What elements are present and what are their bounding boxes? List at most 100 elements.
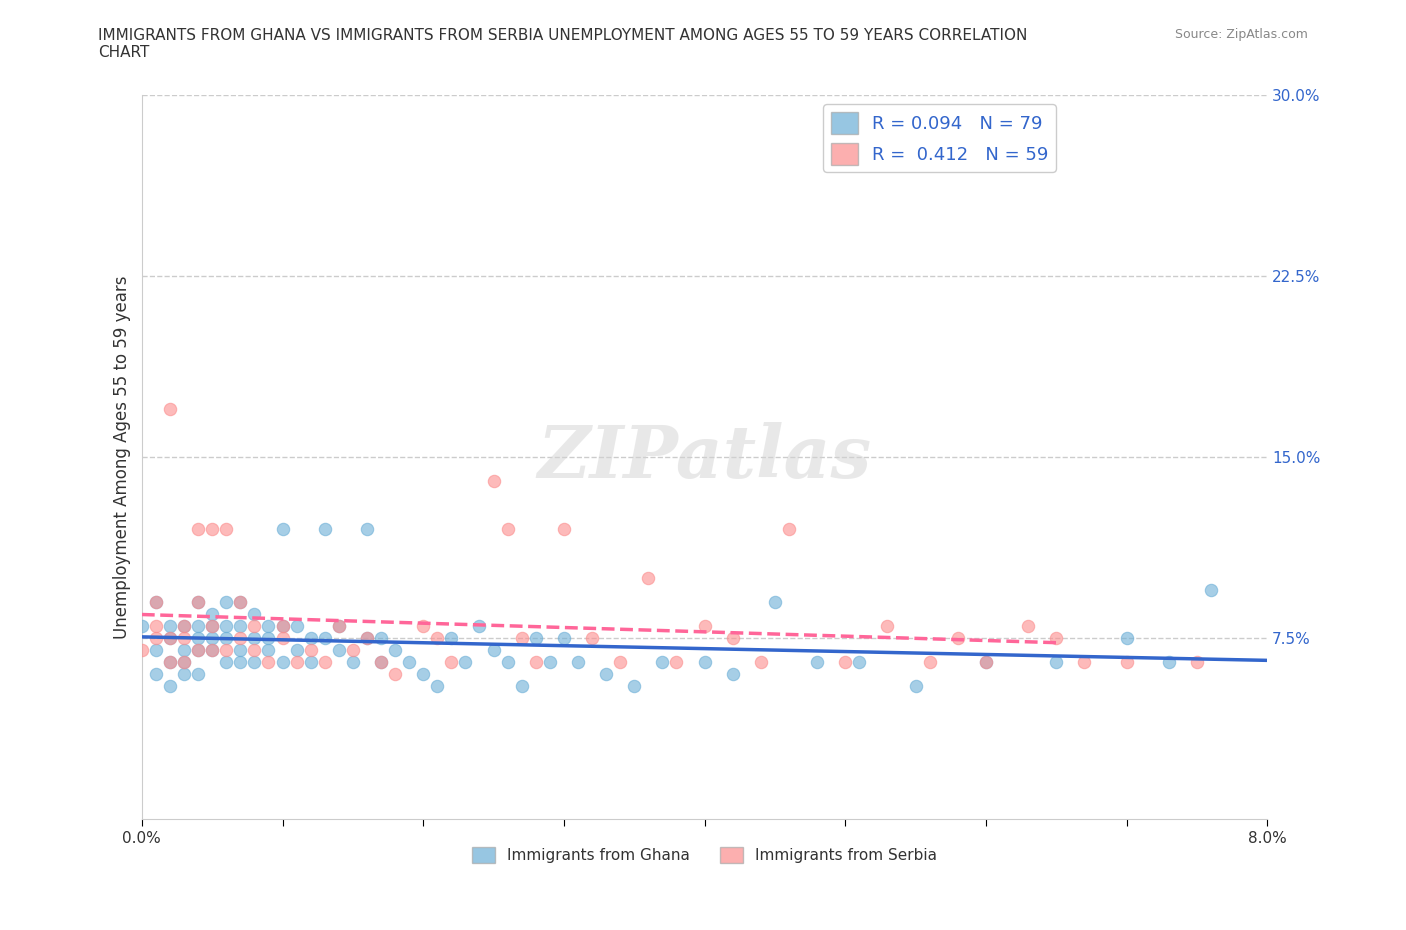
Point (1045, 655, 1067, 670)
Point (187, 522, 209, 537)
Point (1115, 655, 1137, 670)
Point (848, 655, 870, 670)
Point (187, 643, 209, 658)
Point (285, 618, 308, 633)
Point (243, 631, 266, 645)
Point (159, 655, 181, 670)
Point (201, 643, 224, 658)
Point (229, 643, 252, 658)
Point (637, 570, 659, 585)
Point (567, 655, 589, 670)
Text: ZIPatlas: ZIPatlas (537, 421, 872, 493)
Point (314, 522, 336, 537)
Point (215, 594, 238, 609)
Point (553, 631, 575, 645)
Point (974, 655, 997, 670)
Point (328, 618, 350, 633)
Point (201, 643, 224, 658)
Point (440, 631, 463, 645)
Point (201, 606, 224, 621)
Point (581, 631, 603, 645)
Y-axis label: Unemployment Among Ages 55 to 59 years: Unemployment Among Ages 55 to 59 years (114, 275, 131, 639)
Text: IMMIGRANTS FROM GHANA VS IMMIGRANTS FROM SERBIA UNEMPLOYMENT AMONG AGES 55 TO 59: IMMIGRANTS FROM GHANA VS IMMIGRANTS FROM… (98, 28, 1028, 60)
Point (384, 643, 406, 658)
Point (215, 522, 238, 537)
Point (131, 643, 153, 658)
Point (1157, 655, 1180, 670)
Point (229, 594, 252, 609)
Point (412, 618, 434, 633)
Point (187, 631, 209, 645)
Point (1185, 655, 1208, 670)
Point (524, 631, 547, 645)
Point (806, 655, 828, 670)
Point (482, 643, 505, 658)
Point (412, 667, 434, 682)
Point (496, 522, 519, 537)
Point (145, 631, 167, 645)
Point (974, 655, 997, 670)
Point (356, 631, 378, 645)
Point (243, 606, 266, 621)
Point (285, 655, 308, 670)
Point (834, 655, 856, 670)
Point (693, 618, 716, 633)
Legend: Immigrants from Ghana, Immigrants from Serbia: Immigrants from Ghana, Immigrants from S… (465, 841, 943, 870)
Point (257, 618, 280, 633)
Point (201, 618, 224, 633)
Point (356, 522, 378, 537)
Point (398, 655, 420, 670)
Point (595, 667, 617, 682)
Point (145, 594, 167, 609)
Point (131, 618, 153, 633)
Point (145, 618, 167, 633)
Point (201, 618, 224, 633)
Point (271, 618, 294, 633)
Point (1073, 655, 1095, 670)
Point (173, 655, 195, 670)
Point (229, 594, 252, 609)
Point (510, 631, 533, 645)
Point (271, 631, 294, 645)
Point (173, 655, 195, 670)
Point (524, 655, 547, 670)
Point (271, 522, 294, 537)
Point (946, 631, 969, 645)
Point (721, 667, 744, 682)
Point (299, 631, 322, 645)
Point (173, 618, 195, 633)
Point (342, 643, 364, 658)
Point (173, 618, 195, 633)
Point (876, 618, 898, 633)
Point (187, 618, 209, 633)
Point (328, 618, 350, 633)
Point (271, 655, 294, 670)
Point (749, 655, 772, 670)
Point (159, 618, 181, 633)
Text: Source: ZipAtlas.com: Source: ZipAtlas.com (1174, 28, 1308, 41)
Point (159, 631, 181, 645)
Point (384, 667, 406, 682)
Point (243, 655, 266, 670)
Point (440, 655, 463, 670)
Point (538, 655, 561, 670)
Point (1017, 618, 1039, 633)
Point (510, 679, 533, 694)
Point (553, 522, 575, 537)
Point (159, 402, 181, 417)
Point (173, 631, 195, 645)
Point (173, 643, 195, 658)
Point (299, 643, 322, 658)
Point (271, 618, 294, 633)
Point (693, 655, 716, 670)
Point (763, 594, 786, 609)
Point (159, 655, 181, 670)
Point (665, 655, 688, 670)
Point (173, 667, 195, 682)
Point (370, 655, 392, 670)
Point (721, 631, 744, 645)
Point (370, 631, 392, 645)
Point (145, 643, 167, 658)
Point (229, 655, 252, 670)
Point (215, 618, 238, 633)
